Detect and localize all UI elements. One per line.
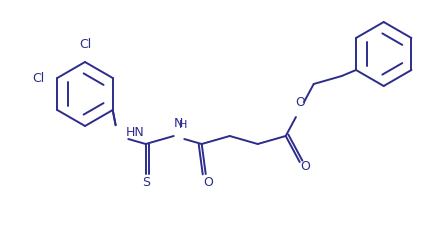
Text: Cl: Cl — [32, 72, 44, 84]
Text: O: O — [295, 96, 305, 109]
Text: HN: HN — [126, 125, 145, 139]
Text: O: O — [203, 176, 213, 190]
Text: H: H — [179, 120, 187, 130]
Text: S: S — [142, 176, 150, 190]
Text: Cl: Cl — [79, 38, 91, 51]
Text: N: N — [174, 117, 183, 130]
Text: O: O — [300, 160, 310, 173]
